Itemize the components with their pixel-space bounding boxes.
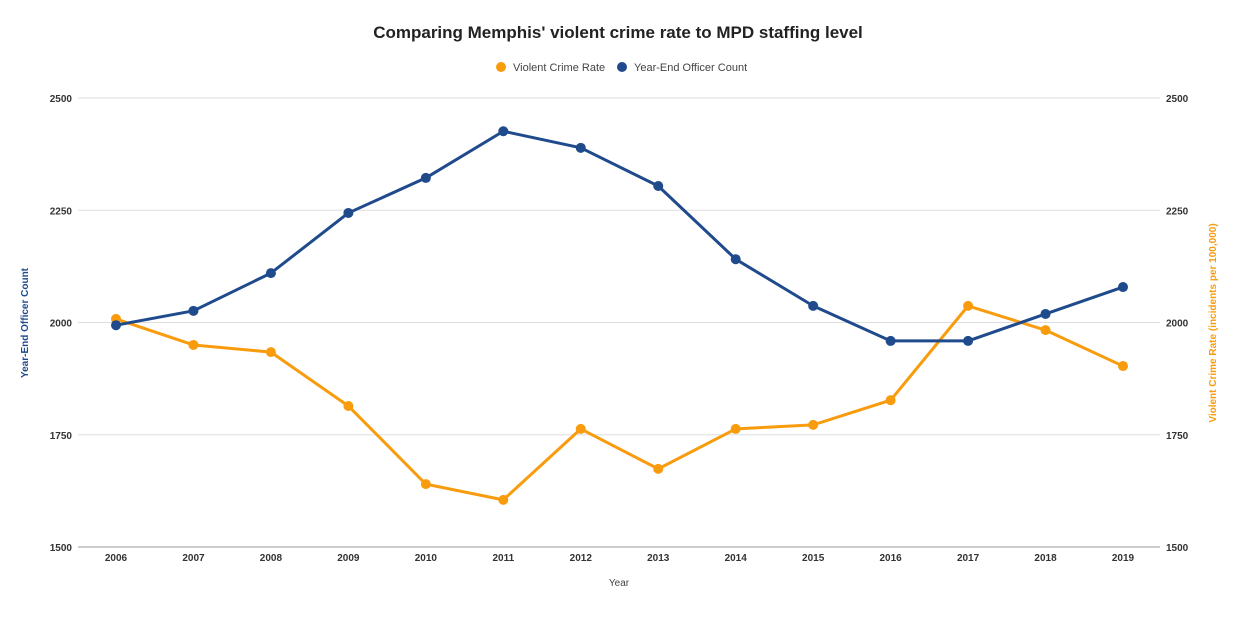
x-tick-label: 2016 [879, 553, 902, 564]
x-axis-label: Year [609, 578, 630, 589]
y-tick-label-right: 2250 [1166, 206, 1189, 217]
y-axis-label-right: Violent Crime Rate (incidents per 100,00… [1208, 223, 1219, 422]
data-point-officer-count [265, 268, 276, 279]
y-tick-label-left: 1500 [50, 543, 73, 554]
data-point-crime-rate [343, 401, 354, 412]
x-tick-label: 2010 [415, 553, 438, 564]
data-point-crime-rate [498, 494, 509, 505]
x-tick-label: 2011 [492, 553, 514, 564]
data-point-officer-count [575, 142, 586, 153]
data-point-officer-count [111, 320, 121, 331]
data-point-officer-count [885, 335, 896, 346]
data-point-officer-count [343, 207, 354, 218]
y-tick-label-left: 2000 [50, 319, 73, 330]
x-tick-label: 2009 [337, 553, 360, 564]
legend-label-crime: Violent Crime Rate [513, 62, 605, 74]
x-tick-label: 2012 [570, 553, 593, 564]
y-tick-label-left: 1750 [50, 431, 73, 442]
y-tick-label-right: 1500 [1166, 543, 1189, 554]
y-tick-label-right: 2000 [1166, 319, 1189, 330]
legend-label-officers: Year-End Officer Count [634, 62, 747, 74]
data-point-officer-count [420, 172, 431, 183]
data-point-officer-count [730, 254, 741, 265]
y-tick-label-left: 2250 [50, 206, 73, 217]
data-point-officer-count [653, 181, 664, 192]
data-point-crime-rate [188, 339, 199, 350]
y-tick-label-right: 1750 [1166, 431, 1189, 442]
data-point-crime-rate [963, 300, 974, 311]
legend-marker-crime [496, 62, 506, 72]
data-point-officer-count [1118, 282, 1128, 293]
y-tick-label-left: 2500 [50, 94, 73, 105]
x-tick-label: 2017 [957, 553, 980, 564]
x-tick-label: 2014 [725, 553, 748, 564]
data-point-crime-rate [808, 419, 819, 430]
chart-title: Comparing Memphis' violent crime rate to… [373, 23, 863, 42]
x-tick-label: 2019 [1112, 553, 1135, 564]
x-tick-label: 2013 [647, 553, 670, 564]
y-axis-label-left: Year-End Officer Count [20, 267, 31, 378]
data-point-crime-rate [885, 395, 896, 406]
x-tick-label: 2018 [1034, 553, 1057, 564]
series-line-officer-count [115, 129, 1124, 343]
series-line-crime-rate [115, 304, 1124, 502]
legend: Violent Crime Rate Year-End Officer Coun… [496, 62, 747, 74]
x-tick-label: 2006 [105, 553, 128, 564]
data-point-crime-rate [265, 347, 276, 358]
data-point-crime-rate [1118, 361, 1128, 372]
data-point-officer-count [1040, 308, 1051, 319]
data-point-crime-rate [653, 463, 664, 474]
data-point-crime-rate [730, 423, 741, 434]
data-point-crime-rate [1040, 325, 1051, 336]
x-tick-label: 2007 [182, 553, 205, 564]
data-point-crime-rate [575, 423, 586, 434]
data-point-officer-count [963, 335, 974, 346]
x-tick-label: 2015 [802, 553, 825, 564]
y-tick-label-right: 2500 [1166, 94, 1189, 105]
data-point-crime-rate [420, 479, 431, 490]
data-point-officer-count [188, 305, 199, 316]
legend-marker-officers [617, 62, 627, 72]
x-tick-label: 2008 [260, 553, 283, 564]
data-point-officer-count [808, 300, 819, 311]
data-point-officer-count [498, 126, 509, 137]
